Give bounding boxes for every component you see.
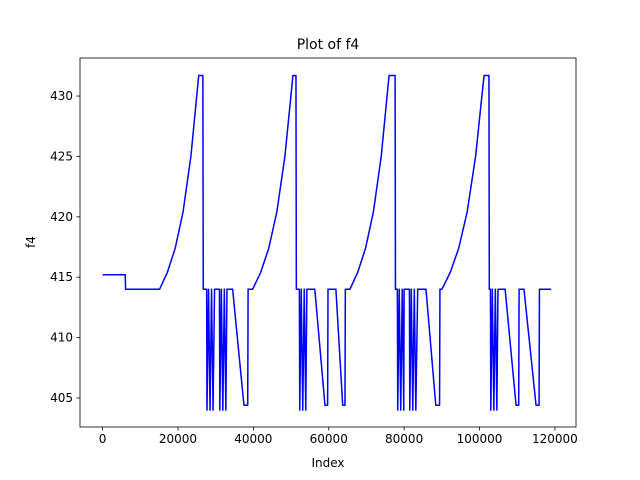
x-tick-label: 60000 (310, 432, 348, 446)
x-tick-label: 0 (99, 432, 107, 446)
data-line (102, 74, 552, 411)
y-tick-label: 420 (50, 210, 73, 224)
y-tick-label: 405 (50, 391, 73, 405)
y-tick-label: 430 (50, 89, 73, 103)
x-tick-label: 120000 (532, 432, 578, 446)
chart-title: Plot of f4 (297, 37, 360, 53)
x-tick-label: 80000 (385, 432, 423, 446)
x-axis-label: Index (311, 456, 344, 470)
x-tick-label: 40000 (234, 432, 272, 446)
y-tick-label: 425 (50, 149, 73, 163)
y-axis-label: f4 (24, 236, 38, 248)
x-tick-label: 20000 (159, 432, 197, 446)
y-tick-label: 415 (50, 270, 73, 284)
plot-frame (79, 57, 577, 428)
y-tick-label: 410 (50, 331, 73, 345)
x-tick-label: 100000 (457, 432, 503, 446)
